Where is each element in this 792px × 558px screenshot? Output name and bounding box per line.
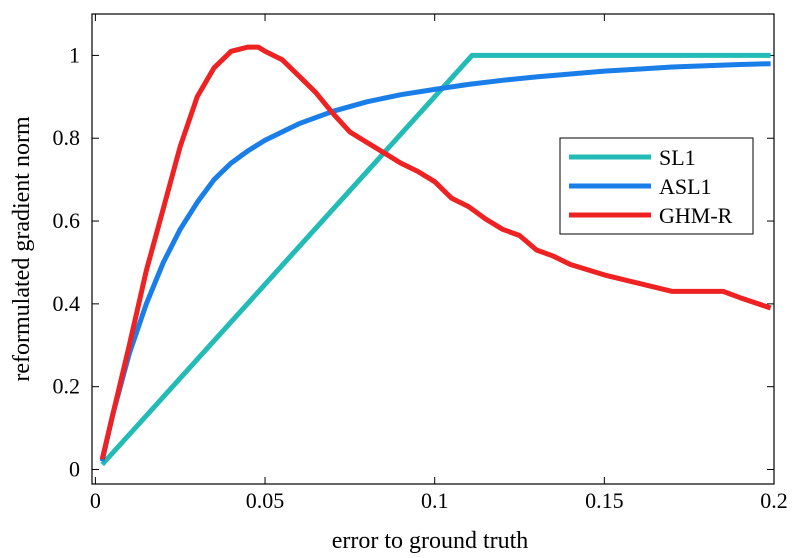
legend-label-asl1: ASL1: [659, 174, 712, 199]
x-tick-label: 0.05: [246, 488, 285, 513]
legend: SL1 ASL1 GHM-R: [559, 137, 754, 235]
plot-frame: [91, 13, 775, 485]
ticks-layer: [92, 14, 775, 484]
legend-label-ghm-r: GHM-R: [659, 203, 733, 228]
y-tick-label: 1: [69, 42, 80, 67]
y-tick-label: 0.4: [53, 291, 81, 316]
y-tick-label: 0: [69, 457, 80, 482]
x-tick-label: 0.15: [585, 488, 624, 513]
series-line-sl1: [100, 52, 771, 467]
x-tick-label: 0: [90, 488, 101, 513]
x-tick-label: 0.2: [760, 488, 788, 513]
series-line-ghm-r: [99, 44, 772, 460]
x-tick-label: 0.1: [421, 488, 449, 513]
tick-labels-layer: 0 0.05 0.1 0.15 0.2 0 0.2 0.4 0.6 0.8 1: [53, 42, 788, 513]
legend-label-sl1: SL1: [659, 145, 696, 170]
y-tick-label: 0.2: [53, 374, 81, 399]
x-axis-label: error to ground truth: [332, 528, 529, 554]
series-line-asl1: [99, 61, 771, 462]
y-tick-label: 0.8: [53, 125, 81, 150]
y-axis-label: reformulated gradient norm: [9, 116, 35, 382]
legend-items: SL1 ASL1 GHM-R: [569, 145, 733, 228]
series-layer: [99, 44, 772, 467]
y-tick-label: 0.6: [53, 208, 81, 233]
